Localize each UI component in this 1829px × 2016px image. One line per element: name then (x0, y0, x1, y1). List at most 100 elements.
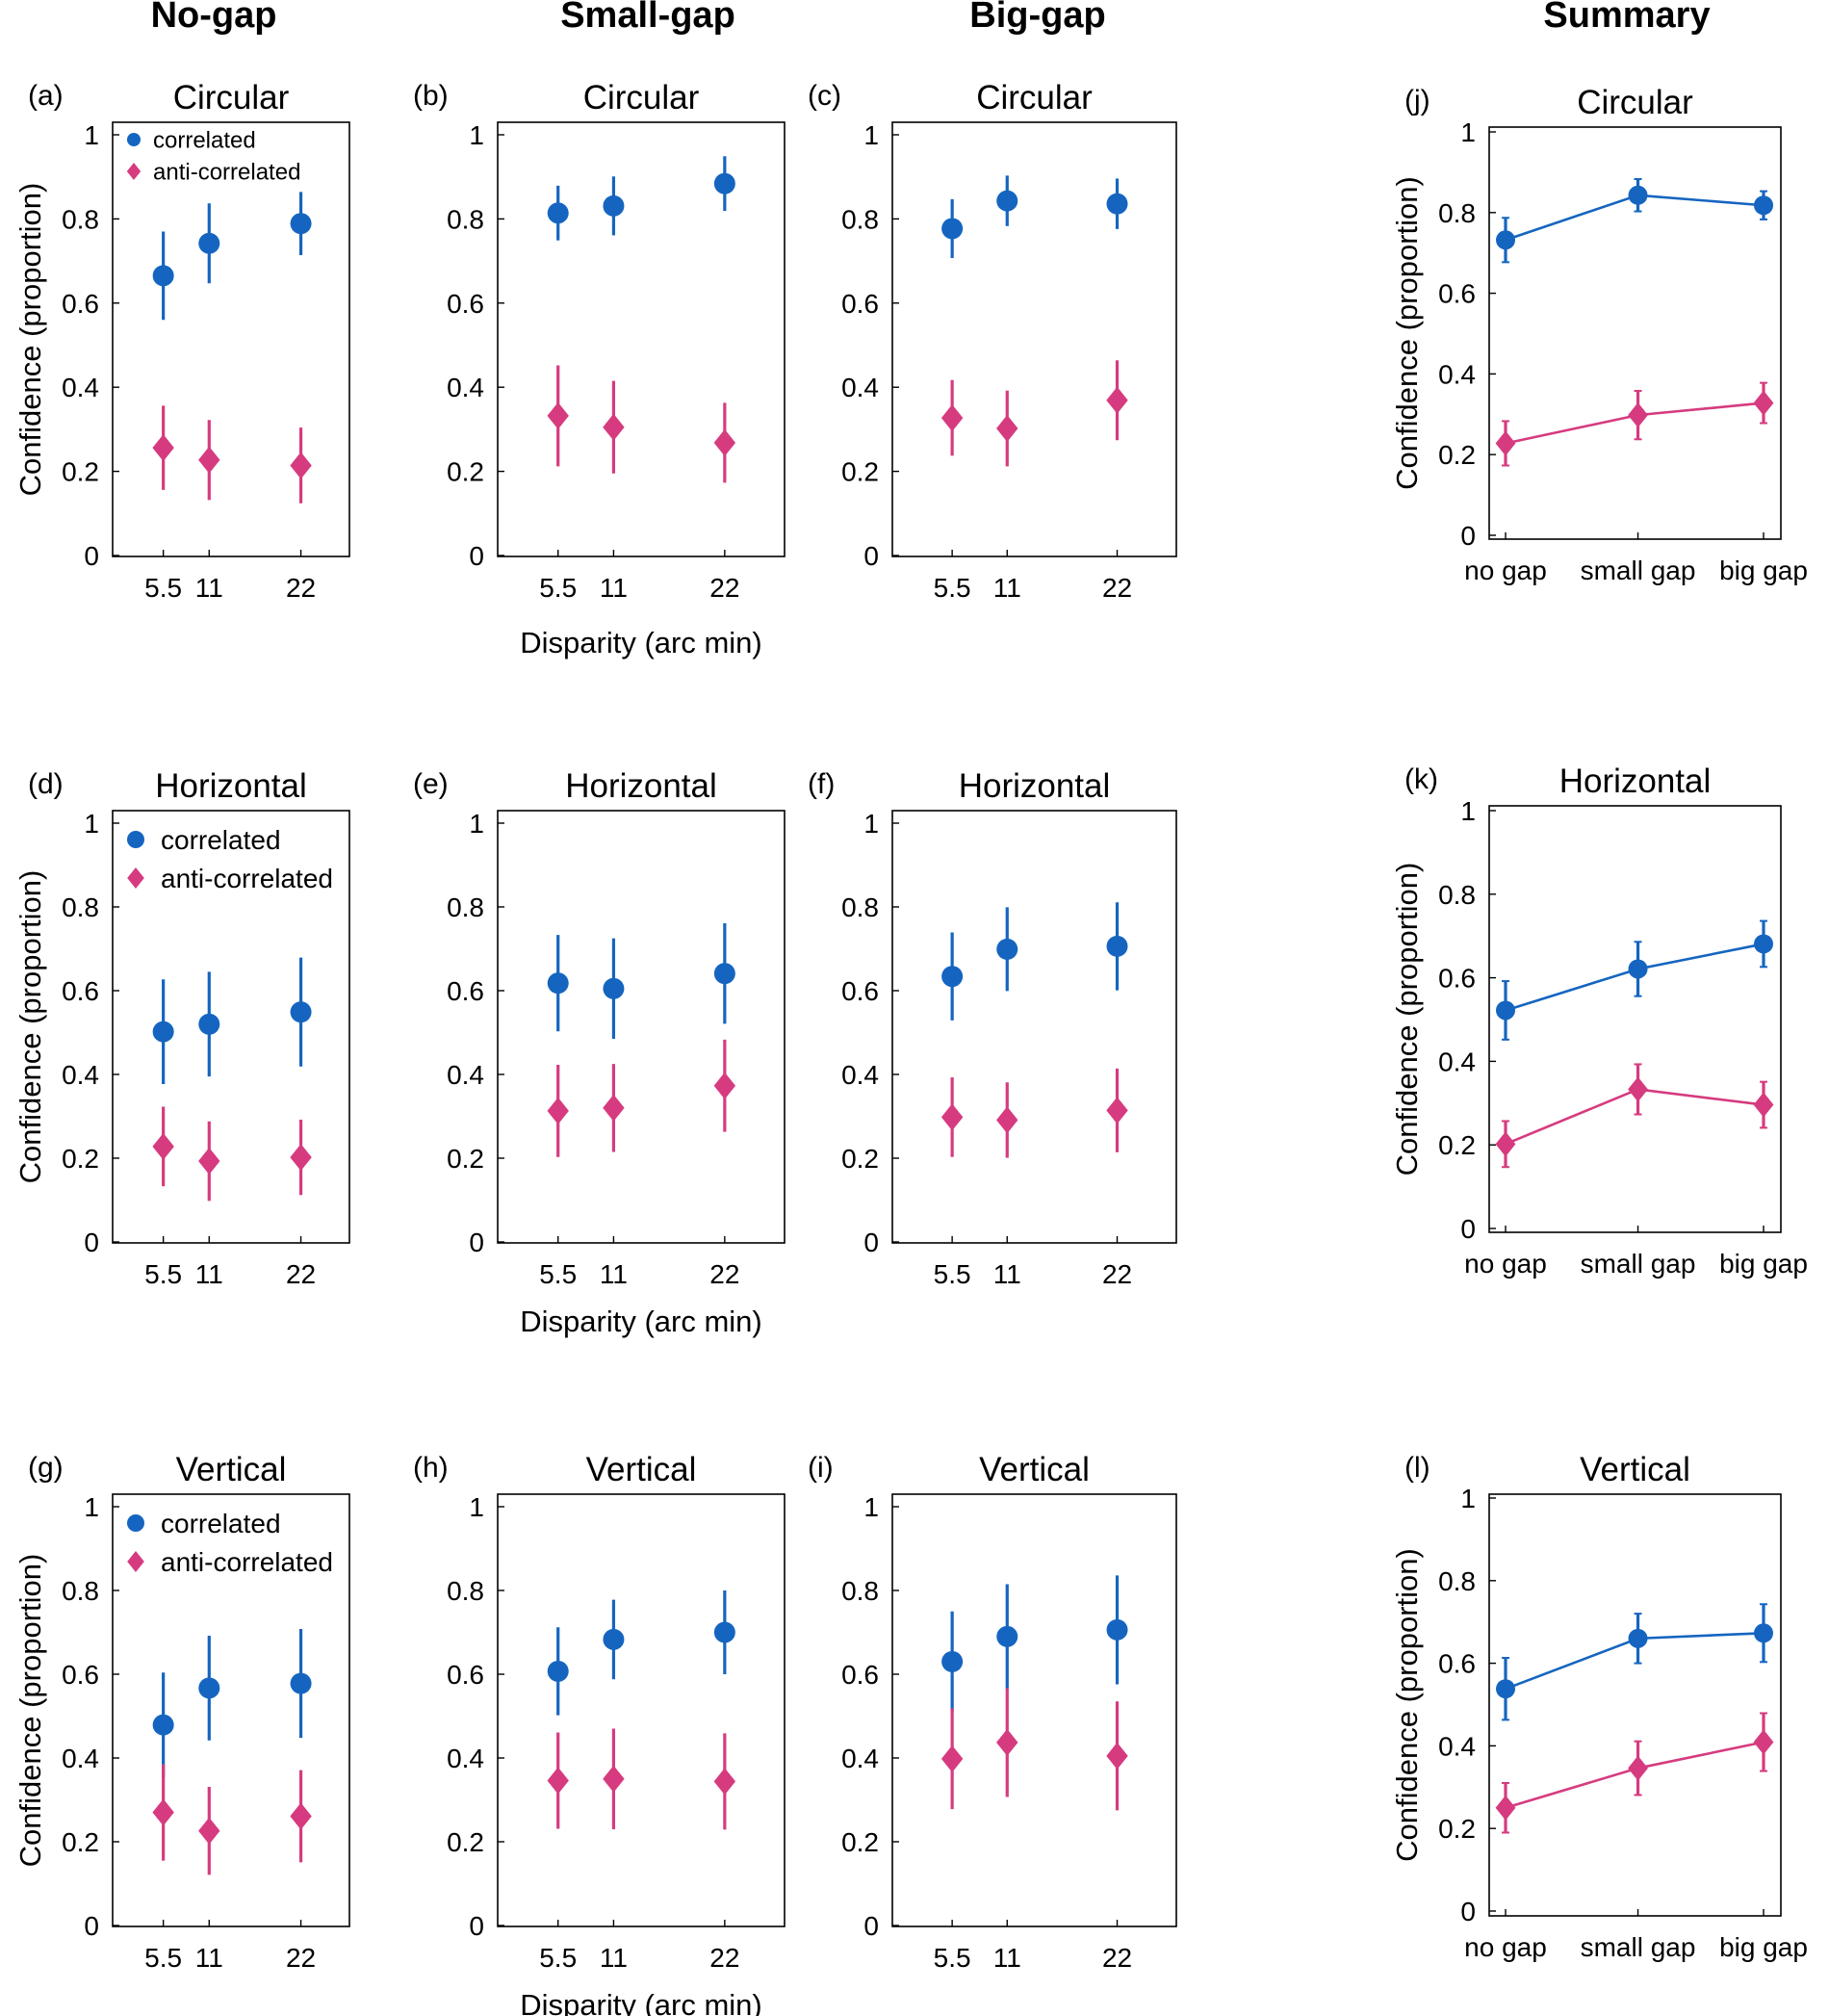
data-point-correlated (1496, 230, 1515, 250)
x-axis-label: Disparity (arc min) (520, 1305, 761, 1338)
column-title-small-gap: Small-gap (560, 0, 735, 36)
panel-title: Vertical (586, 1451, 697, 1488)
x-tick-label: small gap (1581, 1932, 1696, 1962)
legend-label: correlated (153, 127, 256, 153)
data-point-correlated (152, 1714, 174, 1736)
y-tick-label: 0.2 (841, 1144, 879, 1174)
x-tick-label: small gap (1581, 1249, 1696, 1279)
legend-label: anti-correlated (153, 159, 300, 185)
data-point-anti-correlated (152, 1132, 174, 1160)
x-tick-label: 5.5 (539, 573, 577, 603)
data-point-correlated (713, 1621, 735, 1643)
legend-marker-correlated (127, 133, 141, 146)
data-point-anti-correlated (1106, 386, 1128, 414)
y-tick-label: 0.2 (447, 1827, 484, 1857)
x-tick-label: 22 (709, 573, 739, 603)
panel-title: Vertical (979, 1451, 1090, 1488)
plot-frame (497, 810, 786, 1244)
y-tick-label: 0 (469, 541, 484, 571)
legend-marker-correlated (127, 831, 144, 848)
data-point-correlated (1496, 1000, 1515, 1021)
x-tick-label: no gap (1464, 556, 1547, 585)
data-point-correlated (1106, 193, 1128, 215)
legend-marker-anti-correlated (126, 163, 142, 180)
y-tick-label: 0.8 (447, 892, 484, 922)
panel-title: Vertical (176, 1451, 287, 1488)
data-point-correlated (152, 1021, 174, 1043)
y-tick-label: 0.6 (1438, 279, 1476, 309)
x-tick-label: 22 (709, 1943, 739, 1973)
y-tick-label: 0.8 (62, 892, 99, 922)
data-point-anti-correlated (152, 1798, 174, 1826)
data-point-correlated (1106, 1618, 1128, 1641)
x-tick-label: 11 (993, 1943, 1021, 1973)
y-tick-label: 0 (863, 1911, 879, 1941)
panel-title: Horizontal (155, 767, 307, 805)
data-point-anti-correlated (1495, 1795, 1516, 1821)
data-point-anti-correlated (1753, 1092, 1774, 1118)
panel-title: Circular (583, 79, 700, 116)
data-point-anti-correlated (996, 415, 1018, 443)
y-tick-label: 1 (84, 120, 99, 150)
x-tick-label: 22 (1102, 1943, 1132, 1973)
y-axis-label: Confidence (proportion) (1390, 1548, 1424, 1862)
y-tick-label: 0.8 (1438, 1566, 1476, 1596)
x-tick-label: no gap (1464, 1932, 1547, 1962)
data-point-anti-correlated (603, 1765, 625, 1793)
x-tick-label: 11 (600, 1259, 628, 1289)
y-tick-label: 0.4 (841, 373, 879, 402)
plot-frame (891, 1493, 1177, 1927)
x-axis-label: Disparity (arc min) (520, 626, 761, 659)
x-tick-label: 22 (286, 1943, 316, 1973)
data-point-anti-correlated (996, 1728, 1018, 1756)
y-tick-label: 0.4 (841, 1744, 879, 1773)
data-point-anti-correlated (940, 1745, 964, 1772)
data-point-anti-correlated (1628, 1076, 1648, 1102)
legend-label: correlated (161, 825, 281, 855)
x-tick-label: 11 (993, 1259, 1021, 1289)
y-axis-label: Confidence (proportion) (13, 1554, 47, 1868)
legend-marker-anti-correlated (127, 867, 144, 889)
panel-label: (j) (1404, 85, 1430, 116)
panel-label: (d) (28, 768, 64, 800)
plot-frame (891, 121, 1177, 557)
x-tick-label: big gap (1719, 1932, 1808, 1962)
panel-title: Circular (976, 79, 1093, 116)
data-point-correlated (996, 190, 1018, 212)
y-tick-label: 0.2 (1438, 1814, 1476, 1844)
data-point-correlated (290, 213, 312, 235)
data-point-anti-correlated (198, 1148, 220, 1176)
data-point-correlated (547, 1660, 569, 1682)
data-point-correlated (1496, 1679, 1515, 1699)
plot-frame (1488, 126, 1782, 540)
y-tick-label: 0.6 (447, 976, 484, 1006)
x-tick-label: 5.5 (144, 1259, 182, 1289)
panel-label: (a) (28, 80, 64, 112)
data-point-anti-correlated (547, 1097, 569, 1124)
x-tick-label: 11 (195, 573, 223, 603)
y-tick-label: 0.2 (62, 1144, 99, 1174)
x-tick-label: no gap (1464, 1249, 1547, 1279)
plot-frame (112, 810, 350, 1244)
legend-label: anti-correlated (161, 1547, 333, 1577)
x-tick-label: big gap (1719, 556, 1808, 585)
y-tick-label: 0 (863, 1228, 879, 1257)
data-point-correlated (198, 1677, 220, 1699)
y-tick-label: 0.4 (1438, 359, 1476, 389)
y-tick-label: 0.8 (1438, 880, 1476, 910)
y-tick-label: 0.8 (1438, 198, 1476, 228)
panel-label: (l) (1404, 1452, 1430, 1484)
data-point-correlated (996, 1625, 1018, 1647)
data-point-correlated (1754, 1623, 1773, 1643)
x-tick-label: 5.5 (144, 1943, 182, 1973)
x-tick-label: 22 (1102, 1259, 1132, 1289)
y-tick-label: 0.8 (62, 1576, 99, 1606)
data-point-anti-correlated (290, 1802, 312, 1830)
y-axis-label: Confidence (proportion) (13, 870, 47, 1184)
plot-frame (1488, 1493, 1782, 1917)
plot-frame (497, 1493, 786, 1927)
legend-marker-anti-correlated (127, 1551, 144, 1572)
data-point-anti-correlated (713, 428, 736, 456)
y-tick-label: 0.4 (447, 1744, 484, 1773)
data-point-correlated (1628, 959, 1648, 979)
